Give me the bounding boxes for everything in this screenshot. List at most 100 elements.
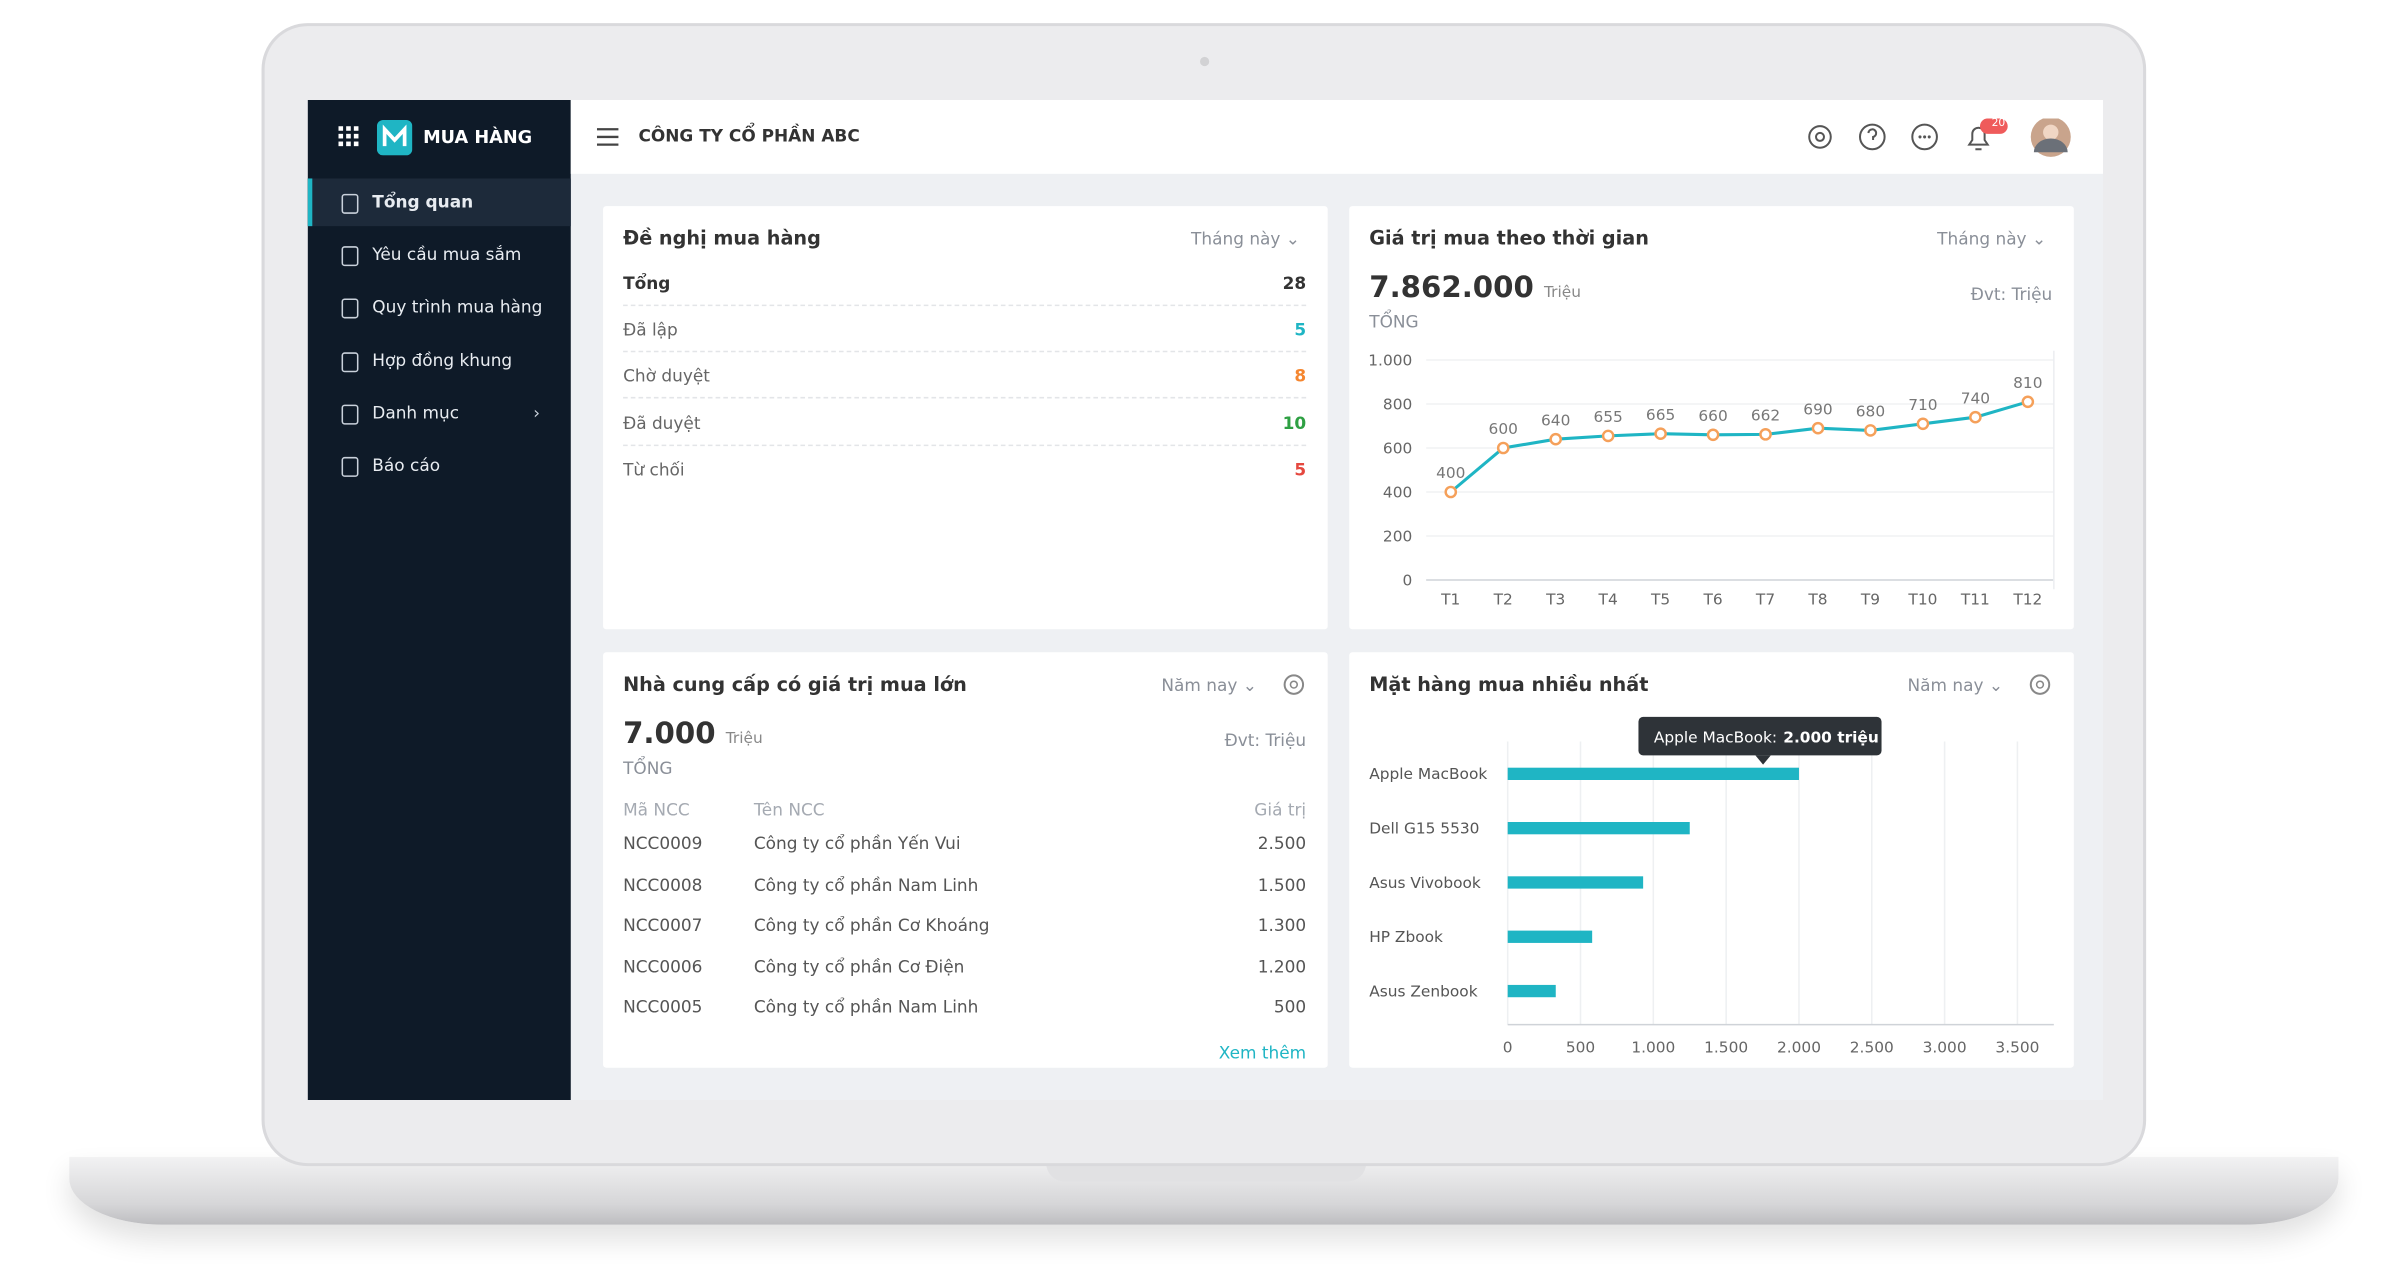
- menu-item[interactable]: Tổng quan: [307, 178, 571, 227]
- menu-icon: [341, 299, 359, 320]
- menu-label: Tổng quan: [372, 192, 474, 213]
- tooltip-label: Apple MacBook:: [1654, 728, 1777, 746]
- x-tick-label: T8: [1807, 591, 1827, 609]
- data-point: [2021, 395, 2035, 409]
- see-more-link[interactable]: Xem thêm: [1218, 1043, 1307, 1064]
- x-tick-label: T7: [1755, 591, 1775, 609]
- table-cell: Công ty cổ phần Cơ Điện: [753, 956, 965, 977]
- menu-icon: [341, 246, 359, 267]
- purchase-value-card: Giá trị mua theo thời gian Tháng này ⌄ 7…: [1349, 206, 2074, 630]
- data-point: [1811, 421, 1825, 435]
- chat-icon[interactable]: [1911, 123, 1938, 151]
- data-label: 680: [1856, 403, 1885, 421]
- menu-item[interactable]: Báo cáo: [308, 442, 571, 490]
- data-label: 665: [1646, 406, 1675, 424]
- row-value: 28: [1282, 273, 1307, 294]
- data-point: [1864, 424, 1877, 437]
- period-filter[interactable]: Năm nay ⌄: [1161, 675, 1257, 696]
- row-divider: [623, 443, 1307, 446]
- tooltip-arrow: [1755, 755, 1771, 765]
- y-tick-label: 200: [1383, 527, 1412, 545]
- row-value: 5: [1294, 459, 1307, 480]
- row-label: Tổng: [623, 273, 671, 294]
- x-tick-label: T9: [1860, 591, 1880, 609]
- table-cell: 1.300: [1257, 915, 1307, 936]
- row-value: 10: [1282, 413, 1307, 434]
- period-filter[interactable]: Năm nay ⌄: [1907, 675, 2004, 696]
- data-label: 690: [1803, 400, 1832, 418]
- period-filter[interactable]: Tháng này ⌄: [1191, 229, 1300, 250]
- table-cell: NCC0008: [623, 874, 703, 895]
- x-tick-label: T6: [1702, 591, 1722, 609]
- table-cell: Công ty cổ phần Nam Linh: [753, 874, 979, 895]
- x-tick-label: T10: [1907, 591, 1937, 609]
- x-tick-label: T5: [1650, 591, 1670, 609]
- apps-icon[interactable]: [338, 126, 360, 148]
- x-tick-label: T2: [1493, 591, 1513, 609]
- company-name: CÔNG TY CỔ PHẦN ABC: [638, 126, 860, 147]
- x-tick-label: 3.000: [1923, 1038, 1967, 1056]
- notification-count: 20: [1991, 116, 2006, 130]
- data-point: [1916, 417, 1930, 431]
- card-title: Giá trị mua theo thời gian: [1369, 226, 1649, 250]
- line-series: [1449, 400, 2029, 494]
- menu-icon: [341, 404, 359, 425]
- table-cell: Công ty cổ phần Cơ Khoáng: [753, 915, 990, 936]
- data-label: 710: [1908, 396, 1937, 414]
- y-tick-label: 0: [1403, 571, 1413, 589]
- purchase-requests-card: Đề nghị mua hàng Tháng này ⌄ Tổng 28 Đã lậ…: [603, 206, 1328, 630]
- menu-item[interactable]: Danh mục ›: [308, 389, 571, 437]
- filter-label: Năm nay: [1907, 675, 1984, 696]
- y-tick-label: 800: [1383, 395, 1412, 413]
- unit-note: Đvt: Triệu: [1970, 284, 2053, 305]
- x-tick-label: 2.500: [1850, 1038, 1894, 1056]
- y-tick-label: 1.000: [1368, 351, 1412, 369]
- bar: [1507, 876, 1644, 889]
- x-tick-label: T1: [1440, 591, 1460, 609]
- notification-icon[interactable]: [1967, 126, 1990, 151]
- card-settings[interactable]: [2028, 672, 2053, 697]
- help-icon[interactable]: [1858, 123, 1886, 151]
- row-divider: [623, 304, 1307, 307]
- filter-label: Tháng này: [1937, 229, 2027, 250]
- bar: [1507, 984, 1556, 998]
- filter-label: Năm nay: [1161, 675, 1238, 696]
- total-value: 7.000 Triệu: [623, 717, 763, 751]
- x-tick-label: 1.000: [1631, 1038, 1675, 1056]
- data-point: [1969, 410, 1982, 424]
- menu-label: Danh mục: [372, 402, 460, 423]
- data-point: [1549, 432, 1562, 446]
- menu-label: Báo cáo: [372, 455, 441, 476]
- card-settings[interactable]: [1282, 672, 1307, 697]
- y-tick-label: HP Zbook: [1369, 928, 1443, 946]
- table-cell: 1.200: [1257, 956, 1307, 977]
- bar: [1507, 930, 1593, 943]
- x-tick-label: T11: [1960, 591, 1990, 609]
- tooltip: Apple MacBook: 2.000 triệu: [1638, 716, 1882, 765]
- table-cell: 500: [1273, 996, 1307, 1017]
- data-point: [1601, 429, 1615, 443]
- period-filter[interactable]: Tháng này ⌄: [1937, 229, 2047, 250]
- x-tick-label: T12: [2012, 591, 2042, 609]
- menu-item[interactable]: Hợp đồng khung: [308, 336, 571, 384]
- x-tick-label: 0: [1503, 1038, 1513, 1056]
- table-cell: Công ty cổ phần Nam Linh: [753, 996, 979, 1017]
- row-label: Đã lập: [623, 320, 678, 341]
- table-cell: NCC0006: [623, 956, 703, 977]
- menu-toggle[interactable]: [596, 128, 619, 146]
- menu-item[interactable]: Yêu cầu mua sắm: [308, 231, 571, 279]
- data-label: 640: [1541, 411, 1570, 429]
- menu-icon: [341, 456, 359, 477]
- bar: [1507, 821, 1690, 835]
- header-actions: [1808, 118, 2071, 157]
- total-number: 7.000: [623, 716, 716, 751]
- app-logo: [376, 119, 413, 156]
- settings-icon[interactable]: [1808, 125, 1832, 149]
- bar-chart: 0 500 1.000 1.500 2.000 2.500 3.000 3.500 Apple …: [1369, 716, 2054, 1056]
- menu-item[interactable]: Quy trình mua hàng: [308, 284, 571, 332]
- x-tick-label: T4: [1598, 591, 1618, 609]
- total-unit: Triệu: [1544, 284, 1581, 302]
- row-value: 5: [1294, 320, 1307, 341]
- filter-label: Tháng này: [1191, 229, 1281, 250]
